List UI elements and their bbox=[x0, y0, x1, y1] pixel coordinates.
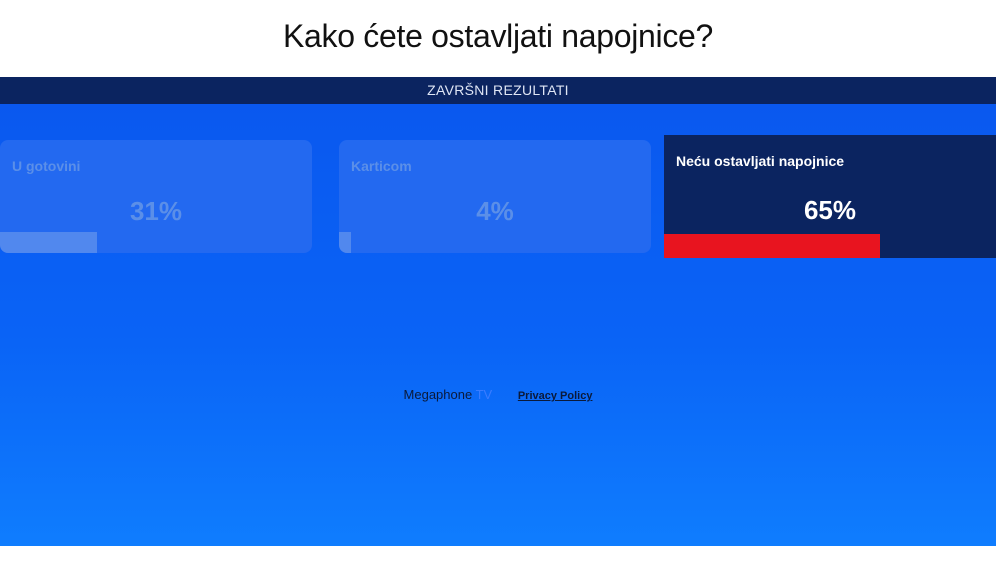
page-title: Kako ćete ostavljati napojnice? bbox=[282, 18, 714, 54]
poll-option-card[interactable]: Karticom 4% bbox=[339, 140, 651, 253]
option-percent: 65% bbox=[803, 195, 857, 225]
option-result-bar bbox=[664, 234, 880, 258]
option-percent: 31% bbox=[129, 196, 183, 226]
widget-footer: Megaphone TV Privacy Policy bbox=[0, 387, 996, 402]
option-label: U gotovini bbox=[12, 158, 81, 174]
poll-widget: ZAVRŠNI REZULTATI U gotovini 31% Kartico… bbox=[0, 77, 996, 546]
option-label: Karticom bbox=[351, 158, 412, 174]
privacy-policy-link[interactable]: Privacy Policy bbox=[517, 390, 593, 402]
poll-option-no-tips[interactable]: Neću ostavljati napojnice 65% bbox=[664, 135, 996, 258]
option-result-bar bbox=[339, 232, 352, 253]
results-header: ZAVRŠNI REZULTATI bbox=[0, 77, 996, 104]
poll-option-cash[interactable]: U gotovini 31% bbox=[0, 140, 312, 253]
option-label: Neću ostavljati napojnice bbox=[676, 153, 845, 169]
option-result-bar bbox=[0, 232, 97, 253]
megaphone-logo[interactable]: Megaphone TV bbox=[403, 387, 493, 402]
option-percent: 4% bbox=[476, 196, 514, 226]
